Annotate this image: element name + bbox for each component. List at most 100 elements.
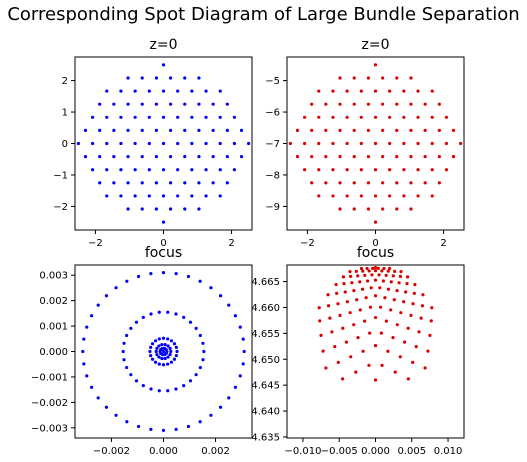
spot-point xyxy=(242,349,246,354)
spot-point xyxy=(389,308,393,312)
spot-point xyxy=(76,141,81,146)
spot-point xyxy=(154,181,159,185)
spot-point xyxy=(373,278,378,282)
spot-point xyxy=(157,310,161,314)
spot-point xyxy=(428,333,432,337)
spot-point xyxy=(451,155,456,159)
spot-point xyxy=(430,89,434,93)
spot-point xyxy=(331,168,335,172)
spot-point xyxy=(398,274,403,278)
y-tick-label: 1 xyxy=(62,108,68,119)
spot-point xyxy=(121,349,125,354)
spot-point xyxy=(402,168,406,172)
x-tick-label: −0.010 xyxy=(284,446,321,457)
spot-point xyxy=(423,366,427,370)
spot-point xyxy=(365,266,369,271)
spot-point xyxy=(174,345,178,350)
spot-point xyxy=(295,155,300,159)
spot-point xyxy=(402,89,406,93)
spot-point xyxy=(140,155,144,159)
spot-point xyxy=(161,428,166,432)
spot-point xyxy=(197,207,201,211)
spot-point xyxy=(378,286,382,290)
spot-point xyxy=(133,194,137,198)
spot-point xyxy=(393,370,397,374)
spot-point xyxy=(366,155,371,159)
spot-point xyxy=(160,356,164,361)
spot-point xyxy=(204,89,208,93)
spot-point xyxy=(96,396,100,400)
spot-point xyxy=(310,181,314,185)
spot-point xyxy=(317,115,321,119)
spot-point xyxy=(373,220,378,224)
spot-point xyxy=(163,342,167,347)
spot-point xyxy=(373,168,378,172)
spot-point xyxy=(204,168,208,172)
spot-point xyxy=(367,363,371,368)
spot-point xyxy=(324,102,328,106)
subplot-title: z=0 xyxy=(150,37,178,53)
spot-point xyxy=(416,168,420,172)
spot-point xyxy=(373,378,378,382)
spot-point xyxy=(211,155,215,159)
spot-point xyxy=(373,63,378,67)
spot-point xyxy=(90,141,95,146)
spot-point xyxy=(197,155,201,159)
spot-point xyxy=(149,312,153,316)
spot-point xyxy=(133,168,137,172)
spot-point xyxy=(161,141,166,146)
spot-point xyxy=(98,155,102,159)
spot-point xyxy=(388,141,392,146)
spot-point xyxy=(133,115,137,119)
spot-point xyxy=(154,128,159,132)
spot-point xyxy=(388,168,392,172)
spot-point xyxy=(324,366,328,370)
spot-point xyxy=(377,273,381,277)
spot-point xyxy=(355,298,359,302)
spot-point xyxy=(238,374,242,378)
spot-point xyxy=(168,155,173,159)
spot-point xyxy=(183,181,187,185)
spot-point xyxy=(112,181,116,185)
spot-point xyxy=(363,319,367,323)
y-tick-label: 4.645 xyxy=(251,381,280,392)
spot-point xyxy=(338,181,342,185)
spot-point xyxy=(176,168,180,172)
y-tick-label: −9 xyxy=(265,202,280,213)
spot-point xyxy=(302,141,307,146)
spot-point xyxy=(359,168,363,172)
spot-point xyxy=(444,141,449,146)
spot-point xyxy=(176,194,180,198)
spot-point xyxy=(204,194,208,198)
spot-point xyxy=(141,315,145,319)
y-tick-label: 4.640 xyxy=(251,407,280,418)
spot-point xyxy=(367,269,371,273)
spot-point xyxy=(317,194,321,198)
spot-point xyxy=(348,270,352,274)
spot-point xyxy=(90,115,95,119)
spot-point xyxy=(105,194,109,198)
spot-point xyxy=(166,362,170,366)
spot-point xyxy=(387,266,392,271)
spot-point xyxy=(227,303,231,307)
spot-point xyxy=(360,287,365,291)
y-tick-label: 0.001 xyxy=(39,322,68,333)
x-tick-label: 0.000 xyxy=(361,446,390,457)
spot-point xyxy=(218,405,223,409)
spot-point xyxy=(149,353,153,358)
spot-point xyxy=(383,296,387,300)
spot-point xyxy=(409,102,413,106)
spot-point xyxy=(326,304,331,308)
spot-point xyxy=(218,294,223,298)
spot-point xyxy=(302,168,307,172)
spot-point xyxy=(225,128,229,132)
spot-point xyxy=(326,293,330,297)
subplot-2: z=0 −2 0 2 −5 −6 −7 −8 −9 xyxy=(265,37,465,249)
spot-point xyxy=(402,141,406,146)
spot-point xyxy=(161,89,166,93)
subplot-title: focus xyxy=(357,245,394,261)
spot-point xyxy=(358,308,362,312)
spot-point xyxy=(380,128,385,132)
spot-point xyxy=(136,424,141,429)
spot-point xyxy=(437,102,441,106)
